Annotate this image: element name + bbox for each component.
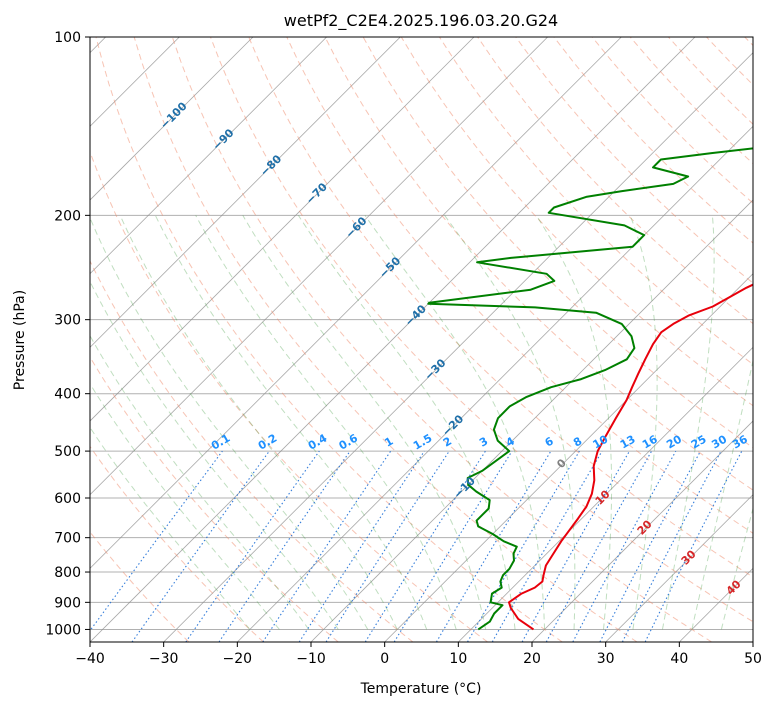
axes: −40 −30 −20 −10 0 10 20 30 40 5010020030040050060… bbox=[45, 30, 762, 667]
x-tick-label: 20 bbox=[523, 651, 541, 667]
moist-adiabat-line bbox=[0, 215, 250, 629]
mixing-ratio-label: 10 bbox=[591, 432, 611, 451]
y-tick-label: 400 bbox=[54, 387, 81, 403]
moist-adiabat-line bbox=[630, 215, 657, 629]
mixing-ratio-line bbox=[299, 451, 424, 642]
mixing-ratio-label: 13 bbox=[618, 433, 638, 452]
y-tick-label: 100 bbox=[54, 30, 81, 46]
dry-adiabat-line bbox=[745, 37, 775, 642]
x-tick-label: 0 bbox=[380, 651, 389, 667]
temperature-profile-line bbox=[509, 37, 775, 629]
moist-adiabat-line bbox=[120, 215, 397, 629]
isotherm-line bbox=[0, 37, 400, 642]
moist-adiabat-line bbox=[61, 215, 339, 629]
isotherm-line bbox=[753, 37, 775, 642]
x-tick-label: −10 bbox=[296, 651, 326, 667]
moist-adiabat-line bbox=[692, 215, 775, 629]
dry-adiabat-line bbox=[20, 37, 413, 642]
y-tick-label: 800 bbox=[54, 565, 81, 581]
isotherm-label: −80 bbox=[258, 152, 285, 179]
mixing-ratio-label: 3 bbox=[477, 435, 490, 450]
x-tick-label: 30 bbox=[597, 651, 615, 667]
dry-adiabat-line bbox=[58, 37, 488, 642]
data-series bbox=[428, 37, 775, 629]
x-tick-label: −40 bbox=[75, 651, 105, 667]
y-tick-label: 600 bbox=[54, 491, 81, 507]
mixing-ratio-line bbox=[82, 451, 223, 642]
mixing-ratio-label: 1 bbox=[382, 435, 395, 450]
isotherm-line bbox=[311, 37, 775, 642]
x-tick-label: 40 bbox=[670, 651, 688, 667]
isotherm-line bbox=[237, 37, 775, 642]
isotherm-line bbox=[532, 37, 775, 642]
dry-adiabat-line bbox=[0, 37, 189, 642]
mixing-ratio-label: 8 bbox=[571, 435, 584, 450]
mixing-ratio-label: 0.4 bbox=[306, 431, 330, 452]
isotherm-label: −10 bbox=[451, 474, 478, 501]
mixing-ratio-line bbox=[546, 451, 651, 642]
mixing-ratio-label: 0.2 bbox=[256, 432, 279, 453]
mixing-ratio-label: 20 bbox=[664, 432, 684, 451]
moist-adiabat-line bbox=[196, 215, 457, 629]
y-tick-label: 200 bbox=[54, 208, 81, 224]
x-tick-label: −30 bbox=[149, 651, 179, 667]
isotherm-line bbox=[385, 37, 775, 642]
isotherm-line bbox=[679, 37, 775, 642]
mixing-ratio-label: 0.1 bbox=[209, 432, 232, 453]
isotherm-line bbox=[0, 37, 548, 642]
y-tick-label: 700 bbox=[54, 531, 81, 547]
isotherm-label: −40 bbox=[402, 302, 429, 329]
dry-adiabat-label: 30 bbox=[679, 547, 699, 567]
chart-title: wetPf2_C2E4.2025.196.03.20.G24 bbox=[284, 11, 558, 31]
x-tick-label: 50 bbox=[744, 651, 762, 667]
mixing-ratio-line bbox=[263, 451, 391, 642]
isotherm-label: −50 bbox=[377, 254, 404, 281]
isotherm-label: −100 bbox=[158, 99, 190, 131]
isotherm-label: −20 bbox=[440, 412, 467, 439]
mixing-ratio-line bbox=[326, 451, 449, 642]
plot-frame bbox=[90, 37, 753, 642]
mixing-ratio-line bbox=[219, 451, 350, 642]
mixing-ratio-label: 25 bbox=[689, 433, 709, 452]
dry-adiabat-line bbox=[0, 37, 264, 642]
mixing-ratio-label: 6 bbox=[543, 434, 556, 449]
dewpoint-profile-line bbox=[428, 37, 775, 629]
mixing-ratio-line bbox=[600, 451, 701, 642]
moist-adiabat-line bbox=[298, 215, 515, 629]
moist-adiabat-line bbox=[721, 215, 775, 629]
y-tick-label: 900 bbox=[54, 595, 81, 611]
mixing-ratio-line bbox=[573, 451, 676, 642]
isotherm-label: −70 bbox=[303, 180, 330, 207]
background-lines bbox=[0, 37, 775, 642]
dry-adiabat-line bbox=[592, 37, 775, 642]
y-tick-label: 300 bbox=[54, 313, 81, 329]
dry-adiabat-line bbox=[134, 37, 637, 642]
isotherm-line bbox=[16, 37, 621, 642]
x-tick-label: 10 bbox=[449, 651, 467, 667]
isotherm-label: −90 bbox=[210, 126, 237, 153]
y-axis-label: Pressure (hPa) bbox=[12, 290, 28, 390]
x-tick-label: −20 bbox=[223, 651, 253, 667]
dry-adiabat-line bbox=[478, 37, 775, 642]
isotherm-line bbox=[0, 37, 474, 642]
mixing-ratio-label: 1.5 bbox=[411, 432, 434, 453]
y-tick-label: 500 bbox=[54, 444, 81, 460]
dry-adiabat-label: 20 bbox=[635, 517, 655, 537]
isotherm-line bbox=[458, 37, 775, 642]
y-tick-label: 1000 bbox=[45, 622, 81, 638]
isotherm-line bbox=[164, 37, 769, 642]
isotherm-label: −30 bbox=[422, 356, 449, 383]
isotherm-label: −60 bbox=[343, 214, 370, 241]
x-axis-label: Temperature (°C) bbox=[360, 681, 482, 697]
mixing-ratio-label: 16 bbox=[640, 432, 660, 451]
mixing-ratio-label: 30 bbox=[709, 432, 729, 451]
isotherm-line bbox=[90, 37, 695, 642]
dry-adiabat-line bbox=[668, 37, 775, 642]
dry-adiabat-line bbox=[707, 37, 775, 642]
